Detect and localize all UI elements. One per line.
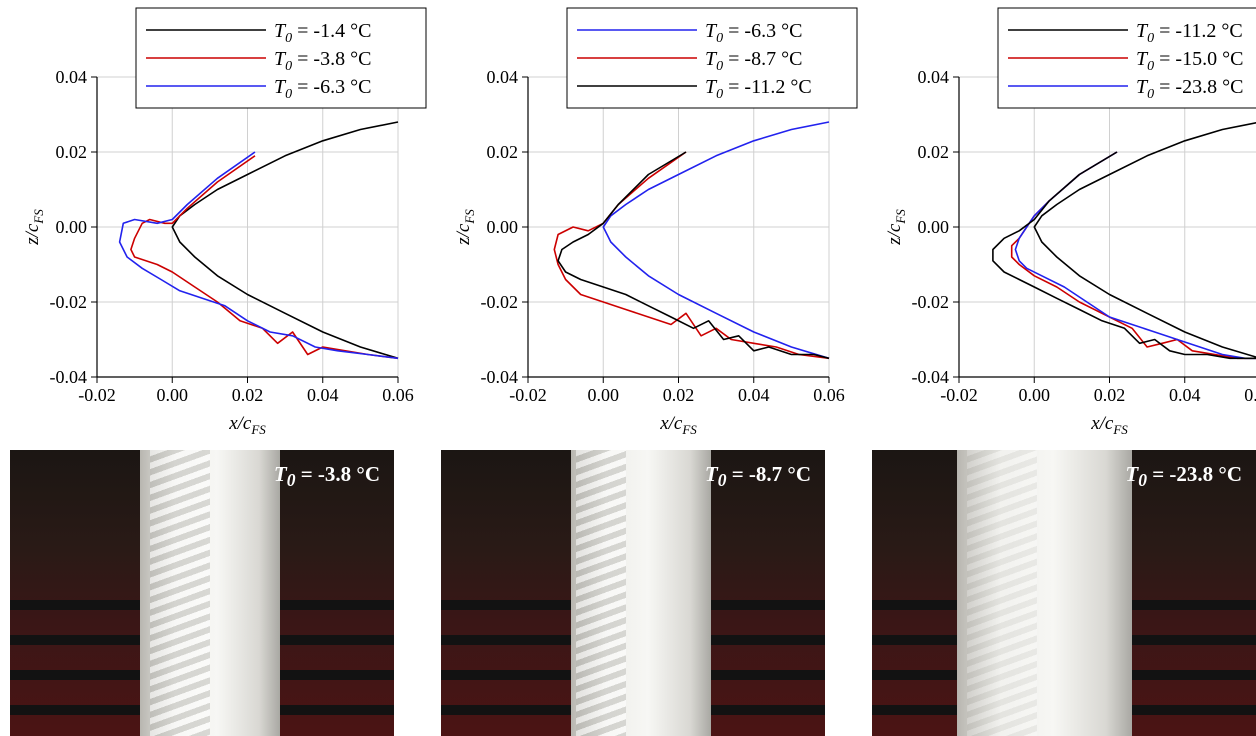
legend-entry: T0 = -15.0 °C bbox=[1136, 48, 1243, 74]
x-tick-label: 0.00 bbox=[157, 385, 189, 405]
photo-ice-accretion-3: T0 = -23.8 °C bbox=[872, 450, 1256, 736]
x-tick-label: 0.06 bbox=[382, 385, 414, 405]
x-tick-label: 0.04 bbox=[1169, 385, 1201, 405]
y-tick-label: 0.00 bbox=[56, 217, 88, 237]
y-tick-label: 0.02 bbox=[56, 142, 88, 162]
series-line-2 bbox=[553, 151, 830, 360]
legend-entry: T0 = -11.2 °C bbox=[1136, 20, 1243, 46]
photo-caption-2: T0 = -8.7 °C bbox=[704, 462, 811, 491]
photo-caption-1: T0 = -3.8 °C bbox=[273, 462, 380, 491]
y-tick-label: 0.02 bbox=[918, 142, 950, 162]
y-tick-label: -0.04 bbox=[481, 367, 519, 387]
y-axis-label: z/cFS bbox=[884, 209, 908, 246]
y-tick-label: 0.04 bbox=[56, 67, 88, 87]
x-tick-label: 0.06 bbox=[1244, 385, 1256, 405]
photo-ice-accretion-1: T0 = -3.8 °C bbox=[10, 450, 394, 736]
legend-entry: T0 = -6.3 °C bbox=[705, 20, 802, 46]
y-axis-label: z/cFS bbox=[453, 209, 477, 246]
y-tick-label: -0.02 bbox=[912, 292, 950, 312]
legend-entry: T0 = -8.7 °C bbox=[705, 48, 802, 74]
y-axis-label: z/cFS bbox=[22, 209, 46, 246]
y-tick-label: 0.00 bbox=[487, 217, 519, 237]
y-tick-label: -0.02 bbox=[50, 292, 88, 312]
x-tick-label: -0.02 bbox=[940, 385, 978, 405]
series-line-2 bbox=[130, 155, 399, 360]
x-axis-label: x/cFS bbox=[1090, 413, 1128, 437]
x-tick-label: 0.06 bbox=[813, 385, 845, 405]
legend-entry: T0 = -11.2 °C bbox=[705, 76, 812, 102]
x-tick-label: 0.02 bbox=[232, 385, 264, 405]
x-tick-label: 0.04 bbox=[738, 385, 770, 405]
series-line-3 bbox=[557, 151, 830, 360]
x-axis-label: x/cFS bbox=[659, 413, 697, 437]
y-tick-label: 0.04 bbox=[918, 67, 950, 87]
series-line-4 bbox=[992, 151, 1256, 360]
series-line-3 bbox=[118, 151, 399, 360]
x-tick-label: 0.02 bbox=[1094, 385, 1126, 405]
y-tick-label: -0.04 bbox=[912, 367, 950, 387]
y-tick-label: 0.04 bbox=[487, 67, 519, 87]
x-tick-label: -0.02 bbox=[509, 385, 547, 405]
y-tick-label: -0.02 bbox=[481, 292, 519, 312]
x-tick-label: 0.04 bbox=[307, 385, 339, 405]
series-line-3 bbox=[1014, 151, 1256, 360]
series-line-1 bbox=[1033, 121, 1256, 358]
y-tick-label: -0.04 bbox=[50, 367, 88, 387]
x-axis-label: x/cFS bbox=[228, 413, 266, 437]
legend-entry: T0 = -3.8 °C bbox=[274, 48, 371, 74]
legend-entry: T0 = -1.4 °C bbox=[274, 20, 371, 46]
legend-entry: T0 = -6.3 °C bbox=[274, 76, 371, 102]
series-line-1 bbox=[602, 121, 830, 360]
photo-ice-accretion-2: T0 = -8.7 °C bbox=[441, 450, 825, 736]
x-tick-label: 0.00 bbox=[1019, 385, 1051, 405]
series-line-2 bbox=[1010, 151, 1256, 360]
series-line-1 bbox=[171, 121, 399, 360]
y-tick-label: 0.00 bbox=[918, 217, 950, 237]
y-tick-label: 0.02 bbox=[487, 142, 519, 162]
photo-caption-3: T0 = -23.8 °C bbox=[1125, 462, 1242, 491]
x-tick-label: -0.02 bbox=[78, 385, 116, 405]
x-tick-label: 0.02 bbox=[663, 385, 695, 405]
chart-area: -0.02 0.00 0.02 0.04 0.06-0.04-0.020.000.020… bbox=[22, 7, 1256, 437]
legend-entry: T0 = -23.8 °C bbox=[1136, 76, 1243, 102]
x-tick-label: 0.00 bbox=[588, 385, 620, 405]
